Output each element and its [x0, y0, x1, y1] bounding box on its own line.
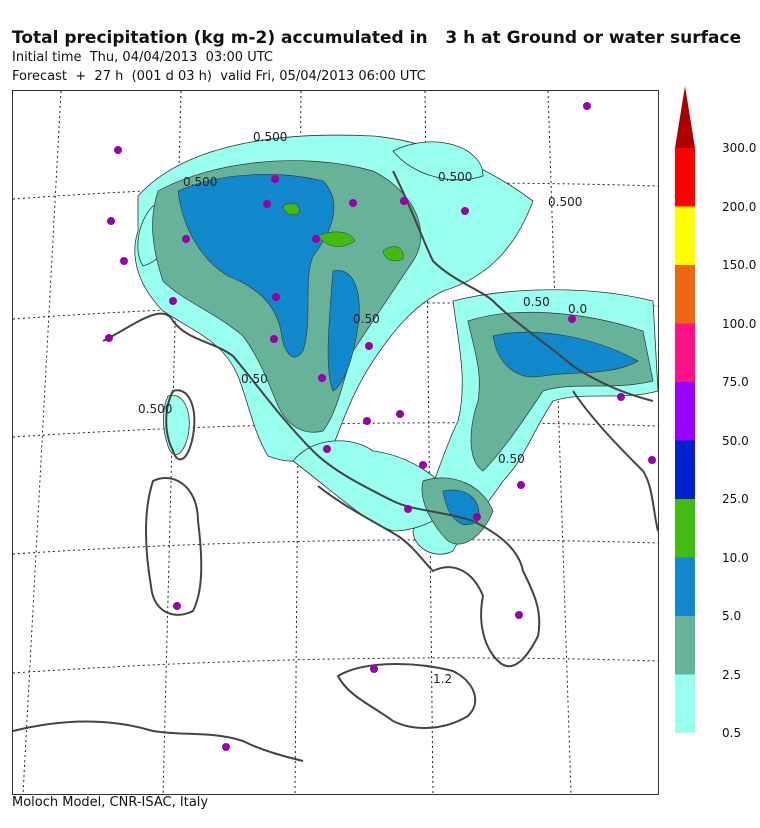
- parallel-line: [13, 539, 658, 555]
- legend-label: 25.0: [722, 492, 749, 506]
- station-dot: [114, 146, 122, 154]
- legend-label: 50.0: [722, 433, 749, 448]
- north-africa-coastline: [13, 720, 304, 762]
- legend-swatch: [675, 148, 695, 207]
- station-dot: [318, 374, 326, 382]
- station-dot: [396, 410, 404, 418]
- precip-band-5: [442, 489, 480, 526]
- sardinia-coastline: [145, 476, 203, 616]
- station-dot: [323, 445, 331, 453]
- forecast-time: Forecast + 27 h (001 d 03 h) valid Fri, …: [12, 69, 426, 84]
- legend-swatch: [675, 382, 695, 441]
- legend-swatch: [675, 206, 695, 265]
- station-dot: [461, 207, 469, 215]
- contour-label: 0.500: [253, 130, 287, 144]
- contour-label: 0.50: [241, 372, 268, 386]
- station-dot: [400, 197, 408, 205]
- station-dot: [568, 315, 576, 323]
- precipitation-legend: [675, 86, 695, 733]
- precip-band-10: [282, 203, 300, 216]
- legend-label: 5.0: [722, 609, 742, 623]
- station-dot: [169, 297, 177, 305]
- contour-label: 0.50: [353, 312, 380, 326]
- station-dot: [263, 200, 271, 208]
- precip-band-5: [327, 270, 360, 392]
- contour-label: 0.500: [438, 170, 472, 184]
- legend-swatch: [675, 323, 695, 382]
- legend-label: 100.0: [722, 316, 757, 331]
- station-dot: [473, 513, 481, 521]
- legend-swatch: [675, 557, 695, 616]
- station-dot: [271, 175, 279, 183]
- precip-band-0-5: [392, 141, 484, 181]
- station-dot: [182, 235, 190, 243]
- legend-label: 200.0: [722, 199, 757, 214]
- legend-swatch: [675, 499, 695, 558]
- legend-arrow-tip: [675, 86, 695, 148]
- map-title: Total precipitation (kg m-2) accumulated…: [12, 28, 742, 48]
- legend-swatch: [675, 616, 695, 675]
- station-dot: [583, 102, 591, 110]
- legend-swatch: [675, 674, 695, 733]
- station-dot: [349, 199, 357, 207]
- contour-labels: 0.500 0.500 0.500 0.50 0.500 0.50 0.50 0…: [138, 130, 587, 686]
- station-dot: [270, 335, 278, 343]
- legend-label: 150.0: [722, 258, 757, 272]
- legend-label: 2.5: [722, 667, 742, 682]
- legend-label: 75.0: [722, 375, 749, 389]
- legend-label: 0.5: [722, 726, 742, 740]
- meridian-line: [22, 91, 62, 794]
- legend-swatch: [675, 440, 695, 499]
- station-dot: [365, 342, 373, 350]
- station-markers: [105, 102, 656, 751]
- station-dot: [173, 602, 181, 610]
- precipitation-map: 0.500 0.500 0.500 0.50 0.500 0.50 0.50 0…: [12, 90, 659, 795]
- station-dot: [648, 456, 656, 464]
- station-dot: [107, 217, 115, 225]
- station-dot: [419, 461, 427, 469]
- station-dot: [222, 743, 230, 751]
- contour-label: 1.2: [433, 672, 452, 686]
- station-dot: [272, 293, 280, 301]
- balkan-coastline: [572, 390, 658, 532]
- sicily-coastline: [336, 663, 477, 729]
- station-dot: [120, 257, 128, 265]
- station-dot: [515, 611, 523, 619]
- station-dot: [363, 417, 371, 425]
- meridian-line: [547, 91, 572, 794]
- precip-band-10: [317, 231, 356, 247]
- meridian-line: [424, 91, 434, 794]
- initial-time: Initial time Thu, 04/04/2013 03:00 UTC: [12, 50, 273, 65]
- contour-label: 0.500: [548, 195, 582, 209]
- contour-label: 0.50: [523, 295, 550, 309]
- contour-label: 0.0: [568, 302, 587, 316]
- corsica-coastline: [165, 389, 196, 461]
- coastlines: [13, 170, 658, 762]
- legend-swatches: [675, 148, 695, 733]
- precip-band-5: [492, 331, 639, 378]
- precip-band-0-5: [163, 394, 190, 456]
- parallel-line: [13, 657, 658, 674]
- legend-label: 10.0: [722, 550, 749, 565]
- model-credit: Moloch Model, CNR-ISAC, Italy: [12, 795, 209, 810]
- station-dot: [517, 481, 525, 489]
- precip-band-10: [382, 246, 404, 262]
- precip-band-5: [177, 174, 335, 358]
- station-dot: [312, 235, 320, 243]
- legend-swatch: [675, 265, 695, 324]
- station-dot: [105, 334, 113, 342]
- station-dot: [370, 665, 378, 673]
- contour-label: 0.500: [183, 175, 217, 189]
- station-dot: [404, 505, 412, 513]
- station-dot: [617, 393, 625, 401]
- italy-coastline: [102, 170, 654, 668]
- legend-label: 300.0: [722, 141, 757, 155]
- contour-label: 0.50: [498, 452, 525, 466]
- contour-label: 0.500: [138, 402, 172, 416]
